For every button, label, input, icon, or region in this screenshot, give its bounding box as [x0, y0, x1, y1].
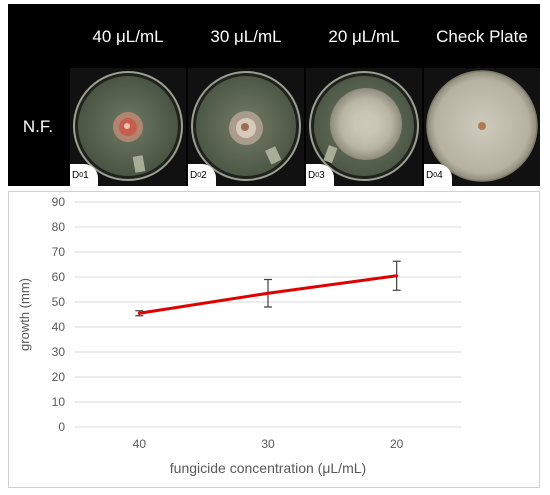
y-tick-0: 0 [58, 420, 65, 434]
y-tick-20: 20 [52, 370, 66, 384]
x-tick-labels: 40 30 20 [133, 437, 404, 451]
growth-chart: 0 10 20 30 40 50 60 70 80 90 40 30 20 growth (mm) f… [17, 195, 461, 476]
y-tick-40: 40 [52, 320, 66, 334]
gridlines [75, 201, 461, 428]
petri-dish-4 [426, 70, 538, 182]
y-tick-labels: 0 10 20 30 40 50 60 70 80 90 [52, 195, 66, 434]
petri-dish-2 [191, 71, 301, 181]
x-tick-20: 20 [390, 437, 404, 451]
y-tick-30: 30 [52, 345, 66, 359]
y-tick-60: 60 [52, 270, 66, 284]
y-axis-label: growth (mm) [17, 278, 32, 351]
series-lines [137, 274, 399, 315]
header-check-plate: Check Plate [436, 27, 528, 46]
chart-frame: 0 10 20 30 40 50 60 70 80 90 40 30 20 growth (mm) f… [8, 191, 540, 488]
x-tick-30: 30 [261, 437, 275, 451]
series-line-0 [137, 274, 399, 315]
header-40: 40 μL/mL [92, 27, 164, 46]
petri-dish-1 [73, 71, 183, 181]
y-tick-10: 10 [52, 395, 66, 409]
row-label: N.F. [22, 117, 54, 136]
y-tick-90: 90 [52, 195, 66, 209]
petri-dish-3 [309, 71, 419, 181]
y-tick-80: 80 [52, 220, 66, 234]
y-tick-50: 50 [52, 295, 66, 309]
y-tick-70: 70 [52, 245, 66, 259]
header-30: 30 μL/mL [210, 27, 282, 46]
x-axis-label: fungicide concentration (μL/mL) [170, 460, 366, 476]
header-20: 20 μL/mL [328, 27, 400, 46]
x-tick-40: 40 [133, 437, 147, 451]
plate-photo-panel: 40 μL/mL 30 μL/mL 20 μL/mL Check Plate N… [8, 4, 540, 186]
